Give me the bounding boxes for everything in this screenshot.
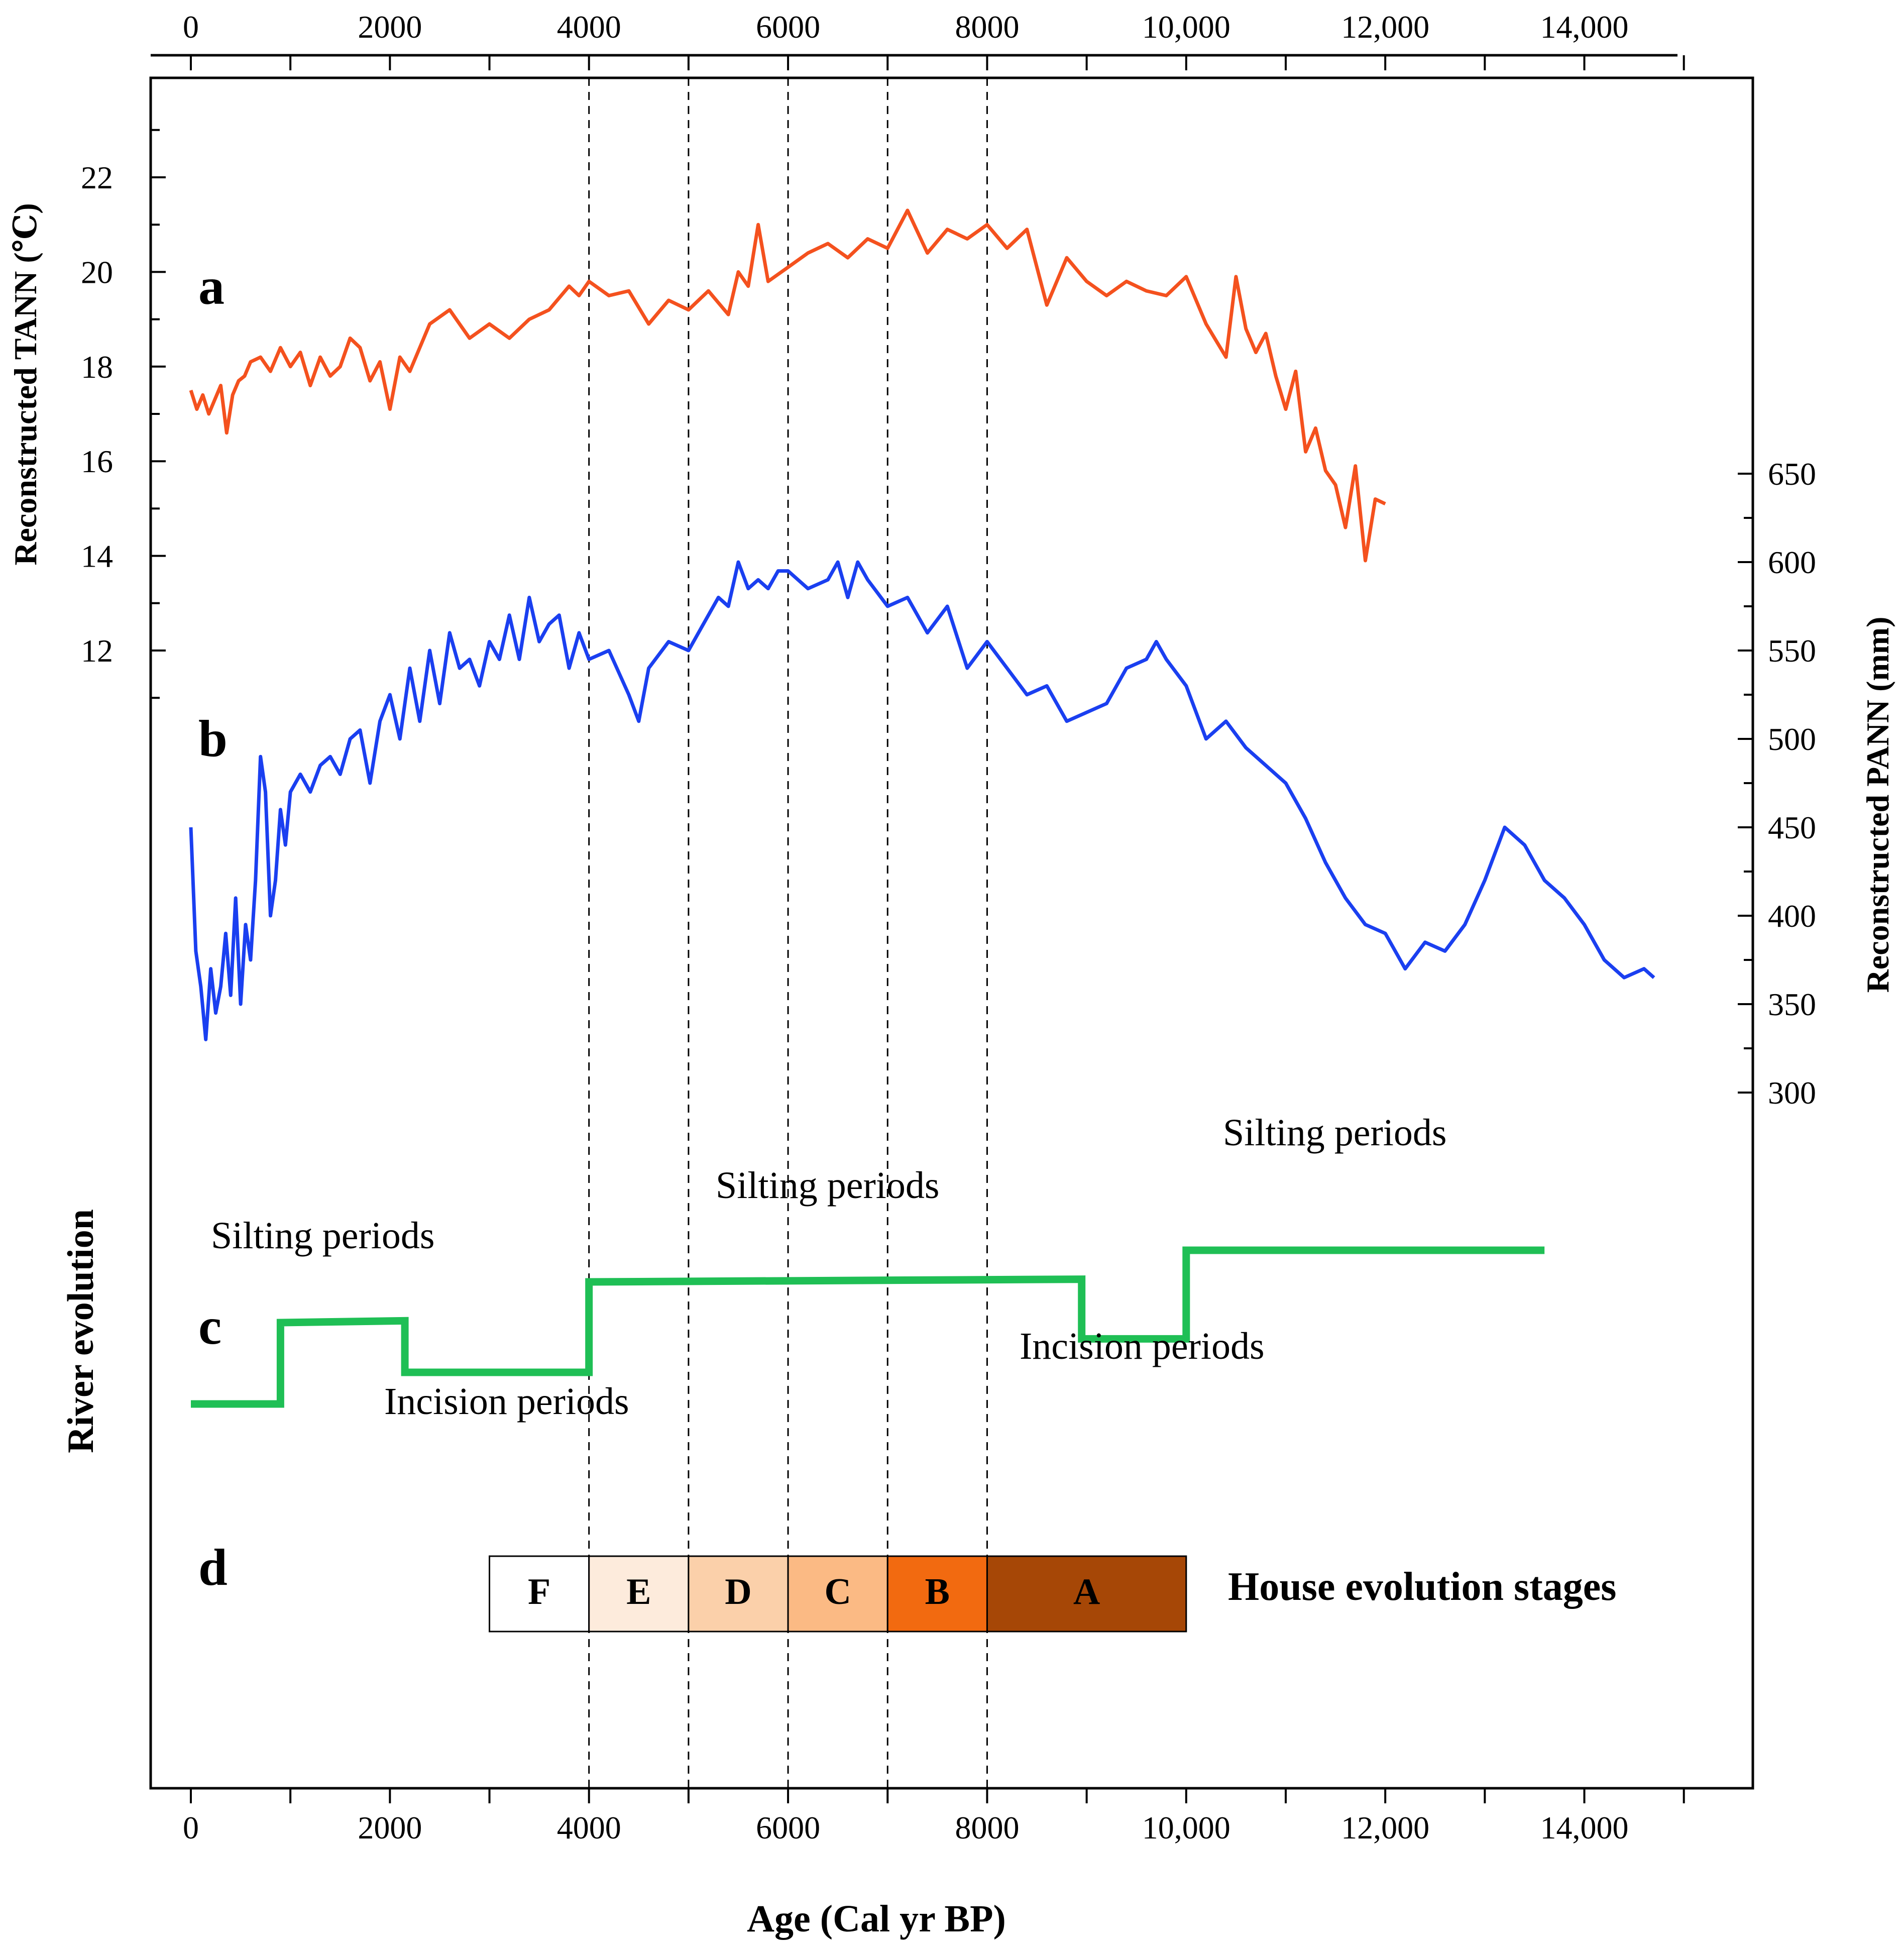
temperature-tick-label: 20 xyxy=(81,254,113,290)
house-stage-label-F: F xyxy=(528,1571,550,1612)
top-axis-tick-label: 10,000 xyxy=(1142,9,1230,45)
temperature-tick-label: 18 xyxy=(81,349,113,385)
house-stage-C xyxy=(787,1555,888,1633)
precipitation-tick-label: 400 xyxy=(1768,898,1816,934)
silting-label-1: Silting periods xyxy=(211,1215,434,1257)
stage-boundaries xyxy=(588,78,988,1788)
temperature-axis-title: Reconstructed TANN (℃) xyxy=(8,203,43,565)
temperature-tick-label: 22 xyxy=(81,160,113,195)
temperature-tick-label: 16 xyxy=(81,444,113,479)
incision-label-1: Incision periods xyxy=(384,1380,629,1423)
house-stages-title: House evolution stages xyxy=(1228,1565,1616,1609)
panel-letter-c: c xyxy=(198,1297,221,1355)
river-axis-title: River evolution xyxy=(60,1209,101,1453)
top-axis-tick-label: 6000 xyxy=(756,9,820,45)
temperature-tick-label: 14 xyxy=(81,538,113,574)
panel-letter-d: d xyxy=(198,1539,228,1596)
precipitation-tick-label: 600 xyxy=(1768,545,1816,580)
precipitation-tick-label: 350 xyxy=(1768,987,1816,1022)
bottom-axis-tick-label: 0 xyxy=(183,1810,199,1846)
panel-letter-a: a xyxy=(198,258,225,315)
silting-label-2: Silting periods xyxy=(716,1164,939,1207)
x-axis-title: Age (Cal yr BP) xyxy=(747,1898,1006,1940)
house-stage-label-A: A xyxy=(1073,1571,1100,1612)
precipitation-y-axis: 300 350 400 450 500 550 600 650 xyxy=(1738,456,1816,1113)
precipitation-axis-title: Reconstructed PANN (mm) xyxy=(1860,617,1895,993)
panel-letter-b: b xyxy=(198,710,228,768)
bottom-axis-tick-label: 8000 xyxy=(955,1810,1019,1846)
bottom-axis-tick-label: 12,000 xyxy=(1341,1810,1429,1846)
temperature-tick-label: 12 xyxy=(81,633,113,669)
temperature-series-line xyxy=(189,208,1386,563)
house-stage-F xyxy=(489,1555,590,1633)
silting-label-3: Silting periods xyxy=(1223,1112,1446,1154)
precipitation-tick-label: 650 xyxy=(1768,456,1816,492)
river-evolution-line xyxy=(191,1246,1545,1408)
top-axis-tick-label: 4000 xyxy=(557,9,621,45)
house-stage-B xyxy=(886,1555,988,1633)
top-axis-tick-label: 0 xyxy=(183,9,199,45)
house-stage-label-C: C xyxy=(824,1571,851,1612)
temperature-y-axis: 12 14 16 18 20 22 xyxy=(81,129,166,699)
precipitation-tick-label: 450 xyxy=(1768,810,1816,845)
house-stage-A xyxy=(986,1555,1187,1633)
house-stage-E xyxy=(588,1555,690,1633)
house-stage-label-E: E xyxy=(626,1571,651,1612)
top-x-axis: 0 2000 4000 6000 8000 10,000 12,000 14,000 xyxy=(151,9,1685,70)
top-axis-tick-label: 14,000 xyxy=(1540,9,1629,45)
incision-label-2: Incision periods xyxy=(1020,1325,1265,1367)
top-axis-tick-label: 2000 xyxy=(358,9,422,45)
bottom-axis-tick-label: 4000 xyxy=(557,1810,621,1846)
precipitation-tick-label: 550 xyxy=(1768,633,1816,669)
precipitation-tick-label: 500 xyxy=(1768,721,1816,757)
top-axis-tick-label: 8000 xyxy=(955,9,1019,45)
house-stage-label-B: B xyxy=(925,1571,950,1612)
top-axis-tick-label: 12,000 xyxy=(1341,9,1429,45)
bottom-axis-tick-label: 10,000 xyxy=(1142,1810,1230,1846)
bottom-axis-tick-label: 6000 xyxy=(756,1810,820,1846)
bottom-axis-tick-label: 2000 xyxy=(358,1810,422,1846)
house-stage-label-D: D xyxy=(725,1571,751,1612)
plot-frame xyxy=(149,76,1754,1790)
bottom-axis-tick-label: 14,000 xyxy=(1540,1810,1629,1846)
precipitation-series-line xyxy=(189,560,1655,1041)
house-stage-D xyxy=(688,1555,789,1633)
precipitation-tick-label: 300 xyxy=(1768,1075,1816,1111)
bottom-x-axis: 0 2000 4000 6000 8000 10,000 12,000 14,000 xyxy=(151,1787,1685,1846)
